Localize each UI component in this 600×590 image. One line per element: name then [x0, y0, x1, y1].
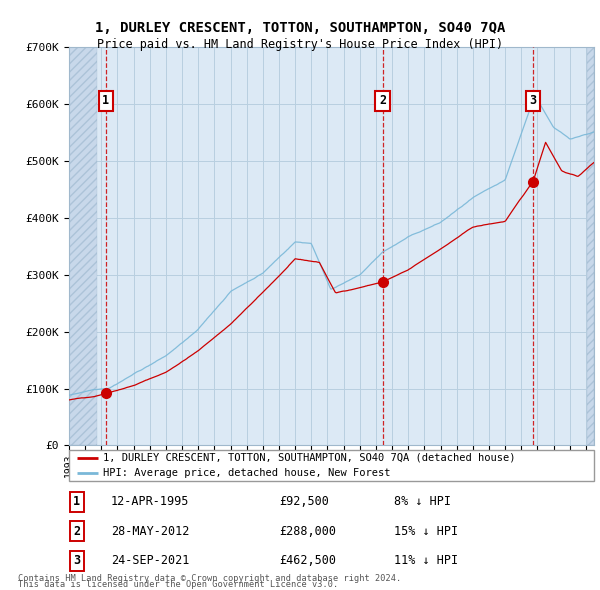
Text: 1: 1 — [102, 94, 109, 107]
Text: 24-SEP-2021: 24-SEP-2021 — [111, 554, 190, 568]
Text: This data is licensed under the Open Government Licence v3.0.: This data is licensed under the Open Gov… — [18, 581, 338, 589]
Text: 8% ↓ HPI: 8% ↓ HPI — [395, 495, 452, 509]
Text: Price paid vs. HM Land Registry's House Price Index (HPI): Price paid vs. HM Land Registry's House … — [97, 38, 503, 51]
Text: 12-APR-1995: 12-APR-1995 — [111, 495, 190, 509]
Text: £92,500: £92,500 — [279, 495, 329, 509]
Bar — [69, 47, 97, 445]
Text: 1, DURLEY CRESCENT, TOTTON, SOUTHAMPTON, SO40 7QA: 1, DURLEY CRESCENT, TOTTON, SOUTHAMPTON,… — [95, 21, 505, 35]
Bar — [587, 47, 594, 445]
Text: 11% ↓ HPI: 11% ↓ HPI — [395, 554, 458, 568]
Text: 15% ↓ HPI: 15% ↓ HPI — [395, 525, 458, 538]
FancyBboxPatch shape — [69, 450, 594, 481]
Bar — [587, 47, 594, 445]
Text: 3: 3 — [530, 94, 536, 107]
Text: £462,500: £462,500 — [279, 554, 336, 568]
Text: 1: 1 — [73, 495, 80, 509]
Text: 3: 3 — [73, 554, 80, 568]
Text: HPI: Average price, detached house, New Forest: HPI: Average price, detached house, New … — [103, 468, 391, 478]
Bar — [69, 47, 97, 445]
Text: Contains HM Land Registry data © Crown copyright and database right 2024.: Contains HM Land Registry data © Crown c… — [18, 574, 401, 583]
Text: 1, DURLEY CRESCENT, TOTTON, SOUTHAMPTON, SO40 7QA (detached house): 1, DURLEY CRESCENT, TOTTON, SOUTHAMPTON,… — [103, 453, 515, 463]
Text: 2: 2 — [73, 525, 80, 538]
Text: 2: 2 — [379, 94, 386, 107]
Text: 28-MAY-2012: 28-MAY-2012 — [111, 525, 190, 538]
Text: £288,000: £288,000 — [279, 525, 336, 538]
